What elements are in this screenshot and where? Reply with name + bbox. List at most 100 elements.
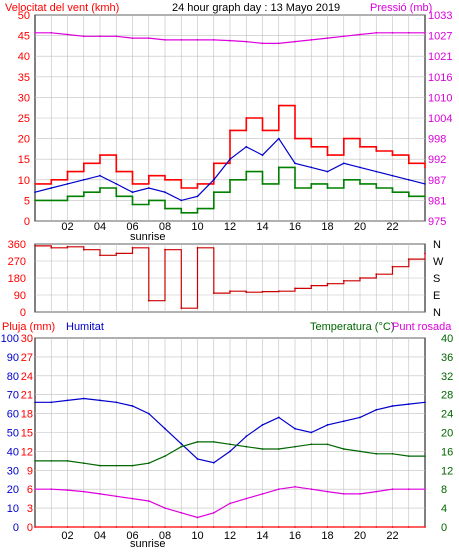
y-tick-label: 80 [7, 371, 19, 383]
wind-speed-line-point [310, 145, 313, 148]
humidity-line-point [245, 435, 248, 438]
wind-direction-line-point [342, 279, 345, 282]
wind-avg-line-point [115, 183, 118, 185]
wind-speed-line-point [131, 183, 134, 185]
humidity-line-point [229, 450, 231, 453]
pressure-line-point [391, 31, 394, 34]
humidity-line-point [212, 461, 215, 464]
wind-low-line-point [424, 195, 426, 198]
wind-low-line-point [99, 187, 101, 189]
dewpoint-line-point [99, 493, 101, 495]
y-tick-label-right: 981 [428, 195, 446, 207]
temperature-line-point [229, 443, 231, 446]
wind-low-line-point [66, 195, 69, 198]
pressure-line-point [294, 40, 296, 43]
y-tick-label-right: 1004 [428, 113, 452, 125]
y-tick-label: 10 [18, 175, 30, 187]
humidity-line-point [294, 427, 296, 430]
y-tick-label: 60 [7, 409, 19, 421]
temperature-line-point [407, 455, 410, 457]
x-tick-label: 14 [256, 530, 268, 542]
pressure-line-point [342, 35, 345, 38]
right-axis-title: Pressió (mb) [370, 2, 432, 14]
rain-line-point [212, 526, 215, 528]
x-tick-label: 14 [256, 221, 268, 233]
ticks-humidity: 1009080706050403020100302724211815129630… [1, 333, 454, 542]
rain-line-point [391, 526, 394, 528]
humidity-line-point [164, 427, 166, 430]
chart-title: 24 hour graph day : 13 Mayo 2019 [172, 2, 340, 14]
wind-avg-line-point [131, 191, 134, 194]
temperature-line-point [212, 441, 215, 443]
y-tick-label: 18 [21, 409, 33, 421]
pressure-line-point [261, 42, 264, 45]
humidity-line-point [391, 405, 394, 407]
wind-low-line-point [261, 183, 264, 185]
wind-low-line-point [115, 195, 118, 198]
rain-line-point [147, 526, 150, 528]
y-tick-label-right: 36 [441, 352, 453, 364]
rain-line-point [82, 526, 85, 528]
y-tick-label-right: 20 [441, 428, 453, 440]
x-tick-label: 22 [386, 530, 398, 542]
y-tick-label: 180 [8, 273, 26, 285]
humidity-line-point [375, 408, 378, 411]
wind-avg-line-point [245, 145, 248, 148]
wind-speed-line-point [391, 154, 394, 157]
pressure-line-point [212, 39, 215, 41]
wind-low-line-point [277, 166, 280, 169]
dewpoint-line-point [229, 502, 231, 505]
humidity-line-point [310, 431, 313, 434]
wind-avg-line-point [99, 174, 101, 177]
wind-speed-line-point [164, 178, 166, 181]
wind-low-line-point [375, 187, 378, 189]
x-tick-label: 12 [224, 530, 236, 542]
x-tick-label: 10 [191, 530, 203, 542]
y-tick-label: 100 [1, 333, 19, 345]
temperature-line-point [164, 455, 166, 457]
y-tick-label-right: W [433, 256, 444, 268]
dewpoint-line-point [261, 493, 264, 495]
wind-low-line-point [82, 191, 85, 194]
y-tick-label: 40 [7, 446, 19, 458]
rain-line-point [34, 526, 36, 528]
y-tick-label: 10 [7, 503, 19, 515]
pressure-line-point [34, 31, 36, 34]
wind-avg-line-point [34, 191, 36, 194]
y-tick-label: 90 [7, 352, 19, 364]
y-tick-label: 0 [27, 522, 33, 534]
humidity-line-point [147, 412, 150, 415]
wind-avg-line-point [66, 183, 69, 185]
wind-avg-line-point [196, 195, 199, 198]
y-tick-label: 25 [18, 113, 30, 125]
dewpoint-line-point [375, 490, 378, 493]
wind-avg-line-point [212, 178, 215, 181]
x-tick-label: 10 [191, 221, 203, 233]
wind-direction-line-point [424, 252, 426, 255]
sunrise-label-bottom: sunrise [130, 538, 165, 550]
wind-direction-line-point [180, 307, 183, 310]
humidity-line-point [424, 401, 426, 404]
wind-speed-line-point [34, 183, 36, 185]
x-tick-label: 18 [321, 530, 333, 542]
y-tick-label-right: S [433, 273, 440, 285]
pressure-line-point [245, 40, 248, 43]
wind-low-line-point [196, 207, 199, 210]
y-tick-label-right: 28 [441, 390, 453, 402]
temperature-line-point [82, 462, 85, 465]
y-tick-label: 70 [7, 390, 19, 402]
temperature-line-point [326, 443, 329, 446]
temperature-line-point [66, 460, 69, 462]
humidity-line-point [277, 416, 280, 419]
wind-avg-line-point [375, 170, 378, 173]
humidity-line-point [99, 399, 101, 402]
rain-line-point [196, 526, 199, 528]
dewpoint-line-point [342, 493, 345, 495]
y-tick-label-right: 1033 [428, 10, 452, 22]
wind-avg-line-point [407, 178, 410, 181]
y-tick-label: 270 [8, 256, 26, 268]
wind-avg-line-point [310, 166, 313, 169]
wind-speed-line-point [375, 150, 378, 152]
dewpoint-line-point [245, 497, 248, 500]
